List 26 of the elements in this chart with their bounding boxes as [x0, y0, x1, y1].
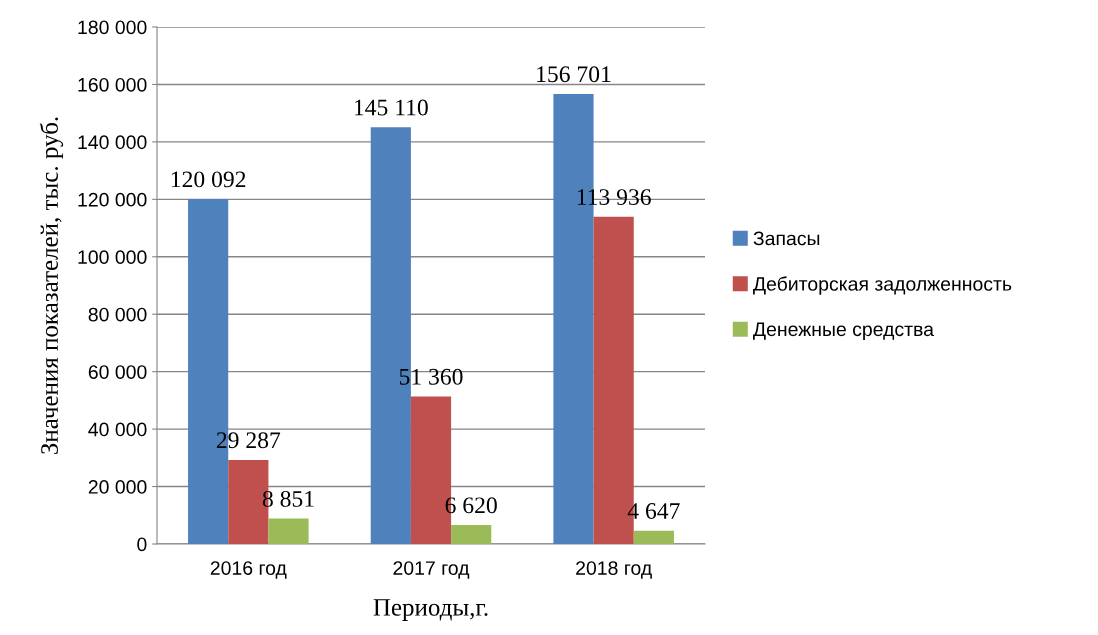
data-label: 156 701 — [537, 66, 611, 83]
y-tick-label: 0 — [137, 537, 147, 552]
legend-label: Дебиторская задолженность — [753, 276, 1012, 295]
x-axis-title: Периоды,г. — [373, 599, 488, 621]
data-label: 113 936 — [577, 189, 651, 206]
legend-label: Запасы — [753, 231, 820, 246]
bar — [451, 524, 492, 544]
x-tick-label: 2016 год — [210, 561, 287, 579]
y-tick-label: 100 000 — [78, 250, 147, 265]
data-label: 29 287 — [216, 432, 281, 449]
bar — [633, 530, 674, 544]
bar — [268, 518, 309, 544]
x-tick-label: 2017 год — [393, 561, 470, 579]
data-label: 120 092 — [171, 171, 246, 188]
y-tick-label: 120 000 — [78, 192, 147, 207]
y-tick-label: 140 000 — [78, 135, 147, 150]
y-tick-label: 80 000 — [88, 307, 147, 322]
y-tick-label: 160 000 — [78, 77, 147, 92]
y-tick-label: 180 000 — [78, 20, 147, 35]
y-tick-label: 40 000 — [88, 422, 147, 437]
y-axis-title: Значения показателей, тыс. руб. — [39, 117, 64, 454]
x-tick-label: 2018 год — [576, 561, 652, 579]
y-tick-label: 20 000 — [88, 480, 147, 494]
y-tick-label: 60 000 — [88, 365, 147, 379]
legend-label: Денежные средства — [753, 322, 934, 340]
data-label: 145 110 — [354, 99, 428, 116]
